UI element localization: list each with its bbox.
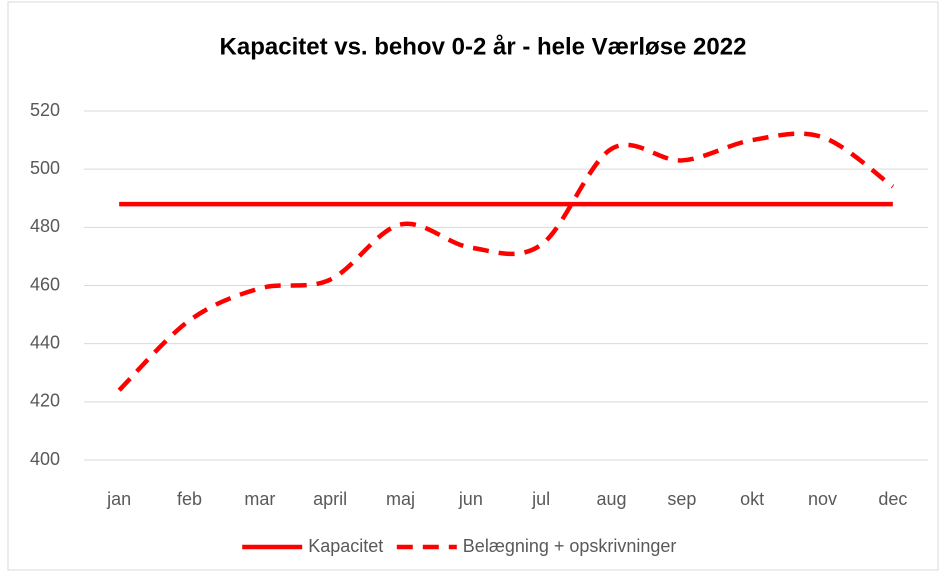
chart-title: Kapacitet vs. behov 0-2 år - hele Værløs… [220, 33, 747, 60]
x-tick-label: nov [808, 489, 837, 509]
x-tick-label: jun [458, 489, 483, 509]
x-tick-label: april [313, 489, 347, 509]
y-tick-label: 440 [30, 332, 60, 352]
y-tick-label: 520 [30, 100, 60, 120]
x-tick-label: dec [878, 489, 907, 509]
y-tick-label: 460 [30, 274, 60, 294]
x-tick-label: feb [177, 489, 202, 509]
x-tick-label: jan [106, 489, 131, 509]
legend-label: Kapacitet [308, 536, 383, 556]
y-tick-label: 420 [30, 391, 60, 411]
y-tick-label: 400 [30, 449, 60, 469]
x-tick-label: jul [531, 489, 550, 509]
y-tick-label: 480 [30, 216, 60, 236]
x-tick-label: okt [740, 489, 764, 509]
x-tick-label: aug [596, 489, 626, 509]
y-tick-label: 500 [30, 158, 60, 178]
x-tick-label: maj [386, 489, 415, 509]
x-tick-label: mar [244, 489, 275, 509]
legend-label: Belægning + opskrivninger [463, 536, 677, 556]
line-series [117, 131, 895, 392]
x-tick-label: sep [667, 489, 696, 509]
